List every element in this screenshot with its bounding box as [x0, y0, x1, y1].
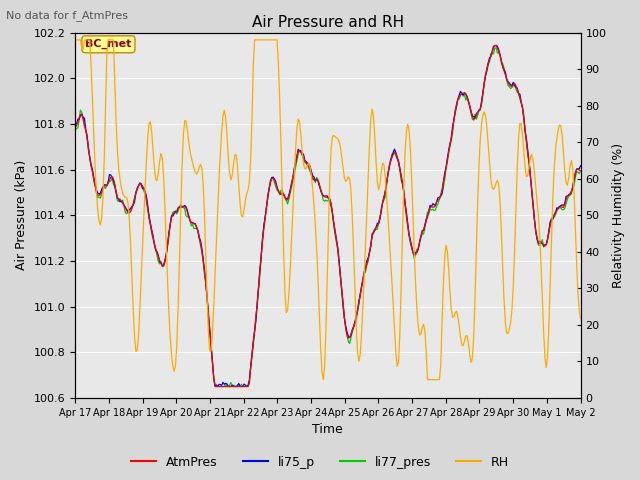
X-axis label: Time: Time [312, 423, 343, 436]
Y-axis label: Air Pressure (kPa): Air Pressure (kPa) [15, 160, 28, 270]
Text: No data for f_AtmPres: No data for f_AtmPres [6, 10, 129, 21]
Text: BC_met: BC_met [85, 39, 132, 49]
Title: Air Pressure and RH: Air Pressure and RH [252, 15, 404, 30]
Y-axis label: Relativity Humidity (%): Relativity Humidity (%) [612, 143, 625, 288]
Legend: AtmPres, li75_p, li77_pres, RH: AtmPres, li75_p, li77_pres, RH [126, 451, 514, 474]
